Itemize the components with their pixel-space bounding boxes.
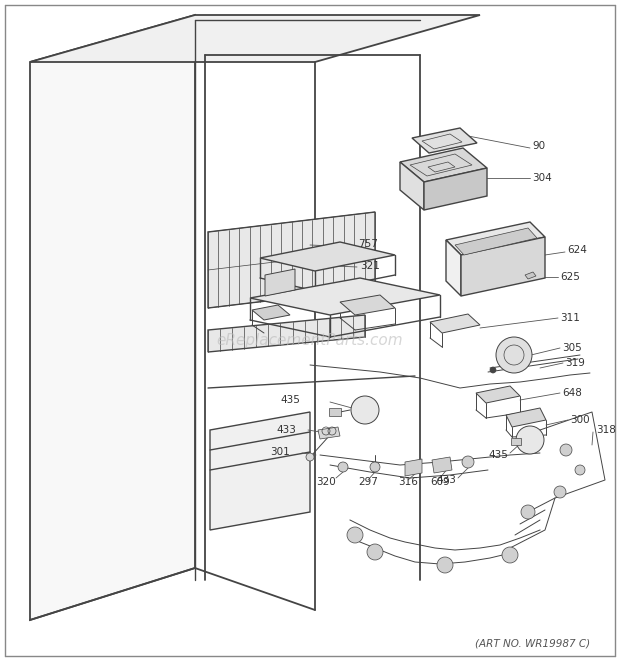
Polygon shape — [318, 427, 340, 439]
Circle shape — [347, 527, 363, 543]
Circle shape — [575, 465, 585, 475]
Text: 301: 301 — [270, 447, 290, 457]
Text: 609: 609 — [430, 477, 450, 487]
Polygon shape — [432, 457, 452, 473]
Circle shape — [338, 462, 348, 472]
Polygon shape — [208, 315, 365, 352]
Polygon shape — [412, 128, 477, 153]
Bar — [511, 438, 521, 444]
Text: 624: 624 — [567, 245, 587, 255]
Circle shape — [502, 547, 518, 563]
Circle shape — [367, 544, 383, 560]
Circle shape — [462, 456, 474, 468]
Circle shape — [370, 462, 380, 472]
Polygon shape — [506, 408, 546, 427]
Text: 625: 625 — [560, 272, 580, 282]
Text: 319: 319 — [565, 358, 585, 368]
Text: 300: 300 — [570, 415, 590, 425]
Text: 435: 435 — [280, 395, 300, 405]
Polygon shape — [405, 459, 422, 476]
Text: eReplacementParts.com: eReplacementParts.com — [216, 332, 404, 348]
Text: 311: 311 — [560, 313, 580, 323]
Circle shape — [490, 367, 496, 373]
Text: 433: 433 — [276, 425, 296, 435]
Polygon shape — [424, 168, 487, 210]
Polygon shape — [446, 240, 461, 296]
Polygon shape — [400, 162, 424, 210]
Text: 297: 297 — [358, 477, 378, 487]
Polygon shape — [476, 386, 520, 403]
Polygon shape — [250, 278, 440, 315]
Circle shape — [516, 426, 544, 454]
Text: (ART NO. WR19987 C): (ART NO. WR19987 C) — [475, 638, 590, 648]
Polygon shape — [525, 272, 536, 279]
Text: 321: 321 — [360, 261, 380, 271]
Polygon shape — [430, 314, 480, 333]
Text: 316: 316 — [398, 477, 418, 487]
Text: 318: 318 — [596, 425, 616, 435]
Circle shape — [351, 396, 379, 424]
Polygon shape — [446, 222, 545, 255]
Polygon shape — [461, 237, 545, 296]
Polygon shape — [30, 15, 480, 62]
Circle shape — [306, 453, 314, 461]
Polygon shape — [260, 242, 395, 271]
Polygon shape — [252, 305, 290, 320]
Circle shape — [437, 557, 453, 573]
Polygon shape — [30, 15, 195, 620]
Polygon shape — [400, 148, 487, 182]
Bar — [329, 408, 341, 416]
Text: 435: 435 — [488, 450, 508, 460]
Circle shape — [554, 486, 566, 498]
Polygon shape — [340, 295, 395, 315]
Circle shape — [560, 444, 572, 456]
Text: 305: 305 — [562, 343, 582, 353]
Text: 648: 648 — [562, 388, 582, 398]
Circle shape — [496, 337, 532, 373]
Text: 433: 433 — [436, 475, 456, 485]
Polygon shape — [210, 412, 310, 530]
Text: 757: 757 — [358, 239, 378, 249]
Polygon shape — [455, 228, 537, 255]
Text: 90: 90 — [532, 141, 545, 151]
Polygon shape — [208, 212, 375, 308]
Polygon shape — [265, 269, 295, 296]
Text: 320: 320 — [316, 477, 336, 487]
Text: 304: 304 — [532, 173, 552, 183]
Circle shape — [521, 505, 535, 519]
